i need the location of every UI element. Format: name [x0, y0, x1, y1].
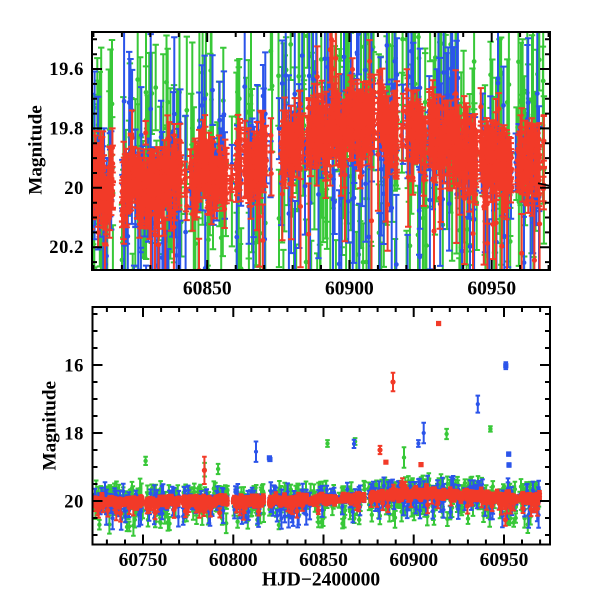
svg-text:HJD−2400000: HJD−2400000 [262, 570, 380, 591]
svg-text:60900: 60900 [325, 279, 374, 300]
svg-text:60950: 60950 [467, 279, 516, 300]
svg-text:16: 16 [64, 356, 84, 376]
svg-text:19.8: 19.8 [49, 120, 84, 140]
svg-text:60750: 60750 [119, 550, 168, 571]
svg-text:60850: 60850 [299, 550, 348, 571]
svg-text:60800: 60800 [209, 550, 258, 571]
svg-text:Magnitude: Magnitude [25, 105, 46, 195]
svg-text:20: 20 [64, 492, 84, 512]
svg-text:Magnitude: Magnitude [39, 380, 60, 470]
svg-text:19.6: 19.6 [49, 60, 84, 80]
svg-text:20.2: 20.2 [49, 238, 84, 258]
svg-text:60850: 60850 [183, 279, 232, 300]
svg-text:18: 18 [64, 424, 84, 444]
svg-text:60900: 60900 [389, 550, 438, 571]
svg-text:60950: 60950 [480, 550, 529, 571]
svg-text:20: 20 [64, 179, 84, 199]
